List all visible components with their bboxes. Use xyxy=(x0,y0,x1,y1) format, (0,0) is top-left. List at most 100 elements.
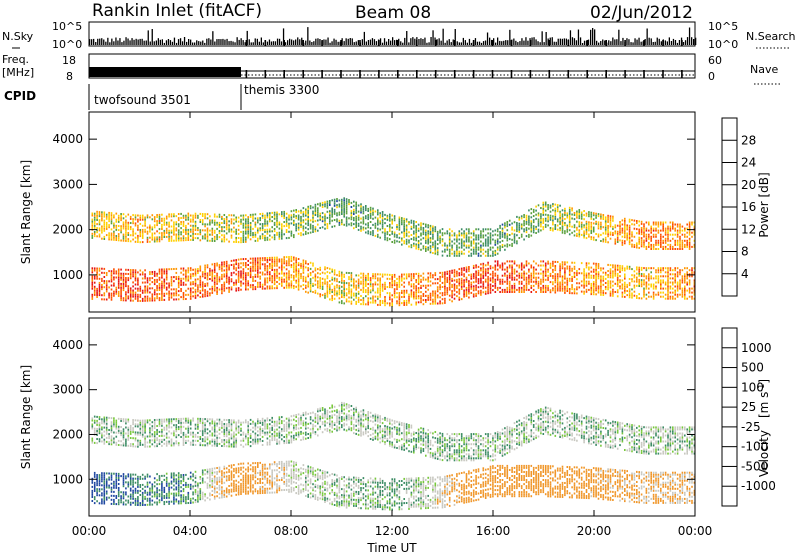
power-cell xyxy=(550,281,552,283)
power-cell xyxy=(389,218,391,220)
power-cell xyxy=(224,273,226,275)
power-cell xyxy=(521,224,523,226)
power-cell xyxy=(204,285,206,287)
power-cell xyxy=(562,278,564,280)
power-cell xyxy=(351,278,353,280)
power-cell xyxy=(156,230,158,232)
power-cell xyxy=(543,210,545,212)
power-cell xyxy=(231,272,233,274)
power-cell xyxy=(334,225,336,227)
power-cell xyxy=(531,279,533,281)
power-cell xyxy=(262,259,264,261)
power-cell xyxy=(480,236,482,238)
power-cell xyxy=(168,234,170,236)
power-cell xyxy=(149,298,151,300)
power-cell xyxy=(555,228,557,230)
power-cell xyxy=(327,201,329,203)
power-cell xyxy=(104,216,106,218)
power-cell xyxy=(408,273,410,275)
power-cell xyxy=(415,281,417,283)
freq-marker xyxy=(340,70,342,78)
power-cell xyxy=(310,226,312,228)
nsky-bar xyxy=(475,38,476,45)
power-cell xyxy=(214,236,216,238)
power-cell xyxy=(567,286,569,288)
power-cell xyxy=(619,223,621,225)
power-cell xyxy=(483,245,485,247)
power-cell xyxy=(423,237,425,239)
power-cell xyxy=(216,293,218,295)
power-cell xyxy=(631,293,633,295)
power-cell xyxy=(475,243,477,245)
power-cell xyxy=(204,293,206,295)
power-cell xyxy=(593,227,595,229)
power-cell xyxy=(595,287,597,289)
power-cell xyxy=(233,282,235,284)
power-cell xyxy=(507,221,509,223)
power-cell xyxy=(686,298,688,300)
power-cell xyxy=(140,294,142,296)
power-cell xyxy=(547,218,549,220)
power-cell xyxy=(622,242,624,244)
power-cell xyxy=(454,284,456,286)
power-cell xyxy=(142,241,144,243)
power-cell xyxy=(466,293,468,295)
power-cell xyxy=(365,277,367,279)
power-cell xyxy=(519,217,521,219)
power-cell xyxy=(394,294,396,296)
power-cell xyxy=(579,211,581,213)
power-cell xyxy=(439,284,441,286)
power-cell xyxy=(339,222,341,224)
power-cell xyxy=(351,224,353,226)
power-cell xyxy=(607,217,609,219)
power-cell xyxy=(276,224,278,226)
power-cell xyxy=(231,264,233,266)
power-cell xyxy=(490,241,492,243)
power-cell xyxy=(161,232,163,234)
power-cell xyxy=(490,239,492,241)
power-cell xyxy=(125,228,127,230)
power-cell xyxy=(113,227,115,229)
power-cell xyxy=(384,298,386,300)
power-cell xyxy=(379,284,381,286)
power-cell xyxy=(511,273,513,275)
power-cell xyxy=(471,292,473,294)
power-cell xyxy=(619,271,621,273)
power-cell xyxy=(180,213,182,215)
power-cell xyxy=(269,257,271,259)
power-cell xyxy=(293,285,295,287)
power-cell xyxy=(528,263,530,265)
power-cell xyxy=(228,241,230,243)
power-cell xyxy=(226,222,228,224)
power-cell xyxy=(341,211,343,213)
nsky-bar xyxy=(531,38,532,46)
power-cell xyxy=(468,282,470,284)
power-cell xyxy=(113,279,115,281)
power-cell xyxy=(197,217,199,219)
power-cell xyxy=(147,231,149,233)
power-cell xyxy=(327,217,329,219)
power-cell xyxy=(579,231,581,233)
power-cell xyxy=(207,217,209,219)
power-cell xyxy=(303,227,305,229)
power-cell xyxy=(307,283,309,285)
power-cell xyxy=(583,270,585,272)
power-cell xyxy=(420,287,422,289)
power-cell xyxy=(250,284,252,286)
power-cell xyxy=(264,288,266,290)
power-cell xyxy=(591,287,593,289)
power-cell xyxy=(204,273,206,275)
power-cell xyxy=(679,294,681,296)
power-cell xyxy=(473,234,475,236)
power-cell xyxy=(439,232,441,234)
power-cell xyxy=(408,283,410,285)
power-cell xyxy=(660,267,662,269)
power-cell xyxy=(451,241,453,243)
power-cell xyxy=(461,298,463,300)
power-cell xyxy=(348,201,350,203)
power-cell xyxy=(581,285,583,287)
power-cell xyxy=(108,220,110,222)
power-cell xyxy=(466,271,468,273)
power-cell xyxy=(437,239,439,241)
power-cell xyxy=(166,216,168,218)
